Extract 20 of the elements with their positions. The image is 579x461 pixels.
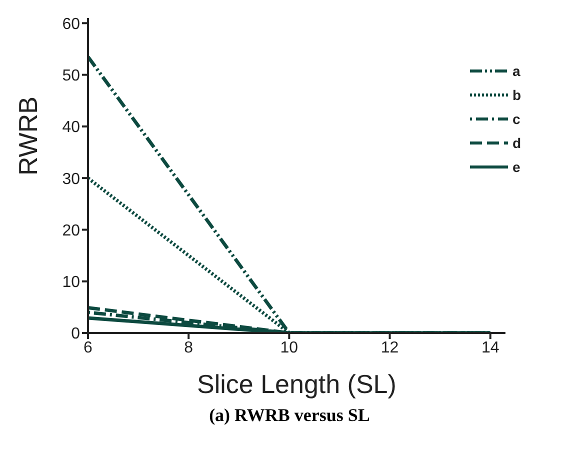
y-tick-label: 10: [62, 274, 80, 292]
y-tick-label: 30: [62, 170, 80, 188]
y-tick-label: 40: [62, 119, 80, 136]
legend-label: b: [512, 87, 521, 103]
y-tick-label: 50: [62, 67, 80, 84]
y-tick-label: 20: [62, 222, 80, 240]
y-tick-label: 0: [71, 326, 80, 343]
x-tick-label: 10: [280, 339, 298, 356]
legend-label: c: [512, 111, 520, 127]
legend-label: e: [512, 159, 520, 175]
x-tick-label: 12: [380, 339, 399, 356]
y-axis-title: RWRB: [13, 96, 44, 176]
legend-label: d: [512, 135, 521, 151]
y-tick-label: 60: [62, 16, 80, 33]
x-tick-label: 6: [84, 339, 93, 356]
legend-label: a: [512, 63, 520, 79]
x-tick-label: 14: [481, 339, 500, 356]
x-axis-title: Slice Length (SL): [196, 369, 396, 399]
x-tick-label: 8: [184, 339, 194, 356]
text: (a) RWRB versus SL: [208, 405, 371, 426]
